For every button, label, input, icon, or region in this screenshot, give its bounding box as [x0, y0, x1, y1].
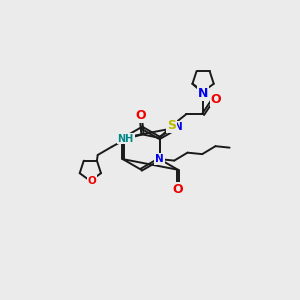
Text: O: O [211, 93, 221, 106]
Text: N: N [155, 154, 164, 164]
Text: O: O [136, 109, 146, 122]
Text: N: N [198, 87, 208, 100]
Text: N: N [173, 122, 182, 132]
Text: NH: NH [118, 134, 134, 143]
Text: O: O [88, 176, 97, 186]
Text: S: S [167, 119, 176, 132]
Text: O: O [172, 183, 183, 196]
